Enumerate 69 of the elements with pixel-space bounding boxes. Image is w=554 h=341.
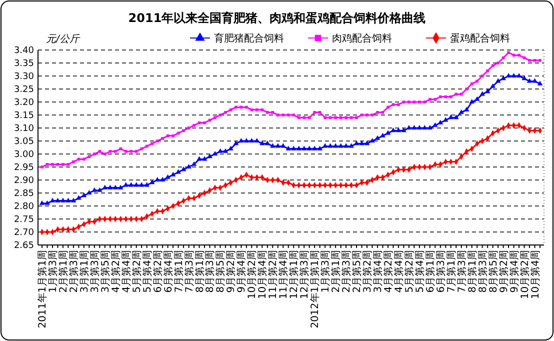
x-tick-label: 11月第2周 xyxy=(267,250,280,300)
x-tick-label: 6月第4周 xyxy=(162,250,174,293)
x-tick-label: 8月第3周 xyxy=(204,250,216,293)
y-tick-label: 2.95 xyxy=(14,163,34,174)
x-tick-label: 8月第1周 xyxy=(466,250,478,293)
x-tick-label: 4月第2周 xyxy=(110,250,122,293)
legend-label: 肉鸡配合饲料 xyxy=(332,32,392,44)
x-tick-label: 2月第1周 xyxy=(57,250,70,293)
x-tick-label: 8月第1周 xyxy=(194,250,206,293)
x-tick-label: 8月第3周 xyxy=(476,250,489,293)
y-tick-label: 2.70 xyxy=(14,228,34,238)
x-tick-label: 7月第1周 xyxy=(445,250,458,293)
x-tick-label: 10月第2周 xyxy=(246,250,258,300)
x-tick-label: 10月第2周 xyxy=(518,250,531,300)
x-tick-label: 1月第3周 xyxy=(46,250,59,293)
x-tick-label: 7月第3周 xyxy=(183,250,196,293)
legend-label: 育肥猪配合饲料 xyxy=(214,32,284,44)
x-tick-label: 3月第5周 xyxy=(99,250,112,293)
y-tick-label: 3.40 xyxy=(14,46,34,56)
legend-label: 蛋鸡配合饲料 xyxy=(450,32,510,44)
x-tick-label: 7月第1周 xyxy=(172,250,185,293)
y-tick-label: 2.85 xyxy=(14,189,34,200)
chart-title: 2011年以来全国育肥猪、肉鸡和蛋鸡配合饲料价格曲线 xyxy=(128,11,426,25)
y-tick-label: 2.90 xyxy=(14,176,34,186)
x-tick-label: 2月第3周 xyxy=(68,250,80,293)
y-tick-label: 2.80 xyxy=(14,202,34,212)
x-tick-label: 1月第3周 xyxy=(320,250,332,293)
x-tick-label: 5月第2周 xyxy=(403,250,416,293)
y-tick-label: 3.20 xyxy=(14,98,34,108)
x-tick-label: 12月第3周 xyxy=(298,250,311,300)
x-tick-label: 6月第1周 xyxy=(424,250,436,293)
x-tick-label: 2012年1月第1周 xyxy=(309,250,322,328)
x-tick-label: 7月第3周 xyxy=(456,250,468,293)
x-tick-label: 5月第4周 xyxy=(141,250,154,293)
y-tick-label: 2.65 xyxy=(14,241,34,252)
x-tick-label: 5月第4周 xyxy=(414,250,426,293)
x-tick-label: 11月第4周 xyxy=(278,250,290,300)
x-tick-label: 4月第4周 xyxy=(120,250,132,293)
x-tick-label: 2月第1周 xyxy=(330,250,342,293)
y-tick-label: 2.75 xyxy=(14,215,34,226)
x-tick-label: 4月第4周 xyxy=(392,250,405,293)
x-tick-label: 6月第3周 xyxy=(434,250,447,293)
x-tick-label: 8月第5周 xyxy=(214,250,227,293)
y-tick-label: 3.00 xyxy=(14,150,34,160)
x-tick-label: 5月第2周 xyxy=(130,250,143,293)
x-tick-label: 2月第5周 xyxy=(351,250,364,293)
x-tick-label: 10月第4周 xyxy=(256,250,269,300)
y-tick-label: 3.25 xyxy=(14,85,34,96)
x-tick-label: 6月第2周 xyxy=(152,250,164,293)
x-tick-label: 9月第4周 xyxy=(236,250,248,293)
y-tick-label: 3.30 xyxy=(14,72,34,82)
y-tick-label: 3.10 xyxy=(14,124,34,134)
x-tick-label: 2011年1月第1周 xyxy=(36,250,48,328)
x-tick-label: 9月第4周 xyxy=(508,250,520,293)
x-tick-label: 2月第3周 xyxy=(340,250,353,293)
y-axis-title: 元/公斤 xyxy=(46,33,80,45)
x-tick-label: 12月第1周 xyxy=(288,250,300,300)
x-tick-label: 3月第3周 xyxy=(88,250,101,293)
x-tick-label: 3月第1周 xyxy=(78,250,90,293)
x-tick-label: 4月第2周 xyxy=(382,250,394,293)
x-tick-label: 9月第2周 xyxy=(498,250,510,293)
x-tick-label: 10月第4周 xyxy=(529,250,542,300)
y-tick-label: 3.15 xyxy=(14,111,34,122)
y-tick-label: 3.05 xyxy=(14,137,34,148)
x-tick-label: 3月第2周 xyxy=(362,250,374,293)
y-tick-label: 3.35 xyxy=(14,59,34,70)
x-tick-label: 8月第5周 xyxy=(487,250,500,293)
x-tick-label: 3月第4周 xyxy=(372,250,384,293)
x-tick-label: 9月第2周 xyxy=(225,250,238,293)
